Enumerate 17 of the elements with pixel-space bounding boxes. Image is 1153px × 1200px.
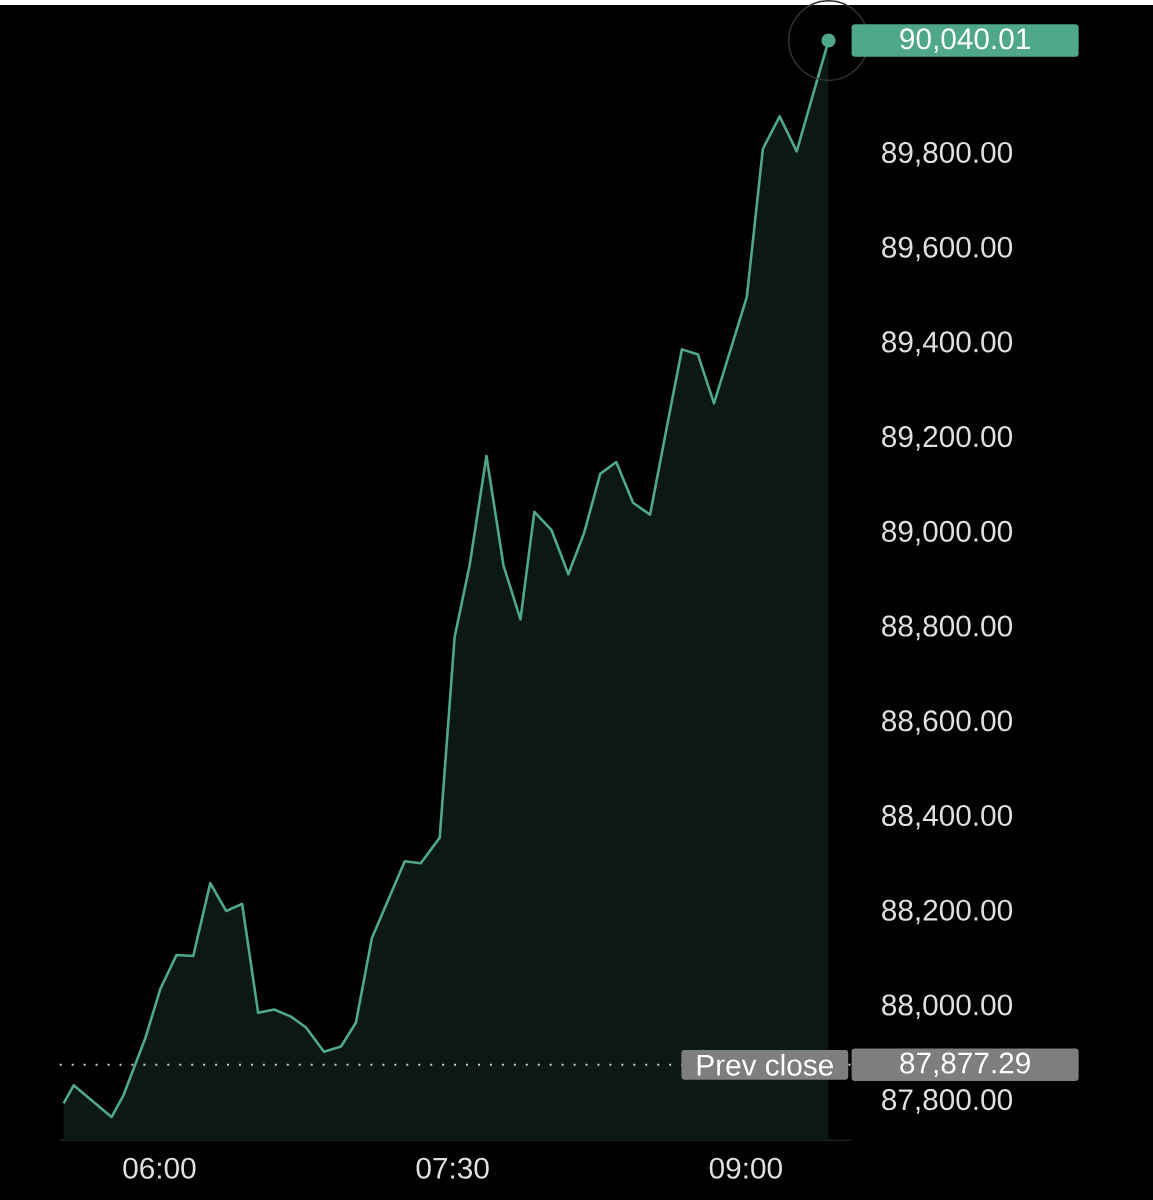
text: 87,877.29	[900, 1052, 1030, 1078]
y-tick-label: 89,600.00	[882, 236, 1012, 262]
y-tick-label: 88,400.00	[882, 804, 1012, 830]
y-tick-label: 89,800.00	[882, 141, 1012, 167]
x-tick-label: 09:00	[709, 1157, 782, 1179]
ref-line-label: Prev close	[697, 1053, 833, 1076]
y-tick-label: 89,400.00	[882, 331, 1012, 356]
x-tick-label: 07:30	[416, 1157, 489, 1179]
y-tick-label: 89,000.00	[882, 520, 1012, 546]
y-tick-label: 89,200.00	[882, 426, 1012, 451]
y-tick-label: 88,800.00	[882, 615, 1012, 641]
y-tick-label: 88,600.00	[882, 710, 1012, 735]
y-tick-label: 87,800.00	[882, 1089, 1012, 1114]
y-tick-label: 88,000.00	[882, 994, 1012, 1019]
x-tick-label: 06:00	[123, 1157, 196, 1179]
y-tick-label: 88,200.00	[882, 899, 1012, 925]
annotation: 90,040.01	[900, 28, 1030, 53]
